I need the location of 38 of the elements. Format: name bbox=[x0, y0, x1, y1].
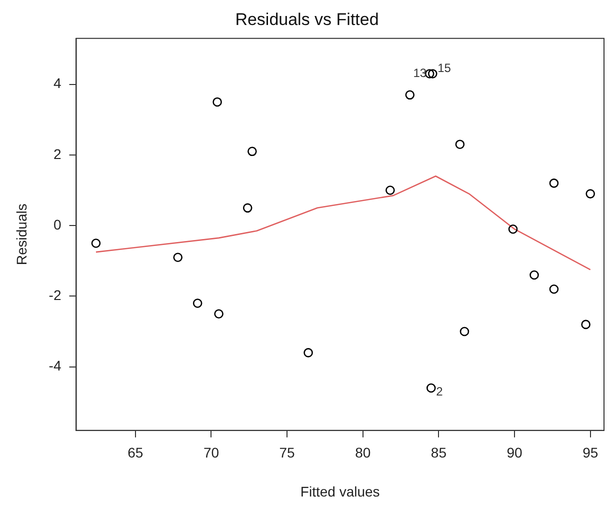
x-tick-label: 85 bbox=[430, 444, 447, 461]
point bbox=[530, 270, 539, 280]
y-axis-title: Residuals bbox=[13, 204, 30, 266]
annotation: 13 bbox=[413, 66, 427, 80]
y-tick-label: 0 bbox=[53, 216, 62, 232]
x-tick-label: 80 bbox=[355, 444, 371, 461]
point bbox=[212, 97, 222, 107]
y-tick-label: -2 bbox=[48, 287, 62, 304]
point bbox=[586, 189, 595, 198]
x-tick-label: 75 bbox=[279, 444, 296, 461]
x-tick-label: 65 bbox=[128, 444, 144, 461]
point bbox=[192, 298, 202, 308]
point bbox=[460, 326, 470, 336]
point bbox=[214, 309, 224, 319]
point bbox=[426, 383, 436, 393]
y-tick-label: -4 bbox=[48, 358, 62, 374]
point bbox=[242, 203, 252, 213]
point bbox=[549, 178, 559, 188]
point bbox=[581, 320, 590, 330]
annotation: 15 bbox=[438, 61, 452, 76]
x-axis-title: Fitted values bbox=[300, 483, 380, 500]
point bbox=[428, 69, 438, 78]
point bbox=[508, 224, 518, 234]
annotation: 2 bbox=[436, 384, 444, 398]
x-tick-label: 70 bbox=[203, 444, 220, 461]
x-tick-label: 90 bbox=[506, 444, 523, 461]
y-tick-label: 4 bbox=[53, 75, 62, 92]
y-tick-label: 2 bbox=[53, 146, 62, 162]
point bbox=[386, 186, 395, 195]
point bbox=[304, 348, 313, 358]
point bbox=[173, 252, 183, 262]
point bbox=[405, 90, 415, 100]
point bbox=[549, 284, 559, 294]
chart-title: Residuals vs Fitted bbox=[235, 10, 379, 29]
point bbox=[91, 238, 101, 248]
point bbox=[248, 146, 257, 156]
x-tick-label: 95 bbox=[582, 444, 598, 461]
point bbox=[455, 140, 465, 149]
